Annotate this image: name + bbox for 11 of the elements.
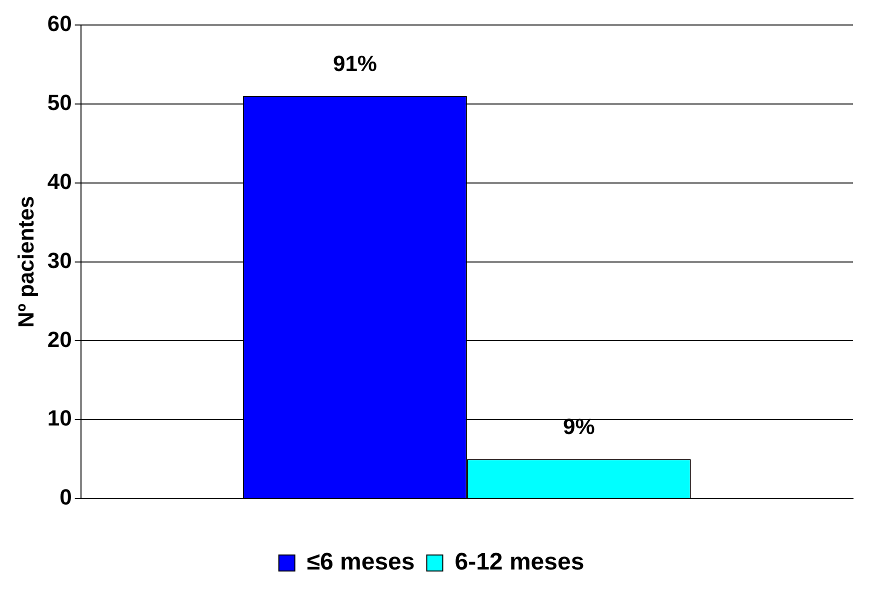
y-axis-title: Nº pacientes [13,196,38,328]
y-tick-label: 40 [47,168,72,194]
legend-label: 6-12 meses [454,548,584,576]
annotation: 91% [332,51,377,76]
y-tick-label: 50 [47,90,72,115]
y-tick-label: 0 [60,484,72,510]
y-tick-label: 20 [47,326,72,352]
legend-label: ≤6 meses [306,548,415,576]
y-tick-label: 30 [47,248,72,273]
y-tick-label: 60 [47,11,72,36]
y-tick-label: 10 [47,406,72,431]
